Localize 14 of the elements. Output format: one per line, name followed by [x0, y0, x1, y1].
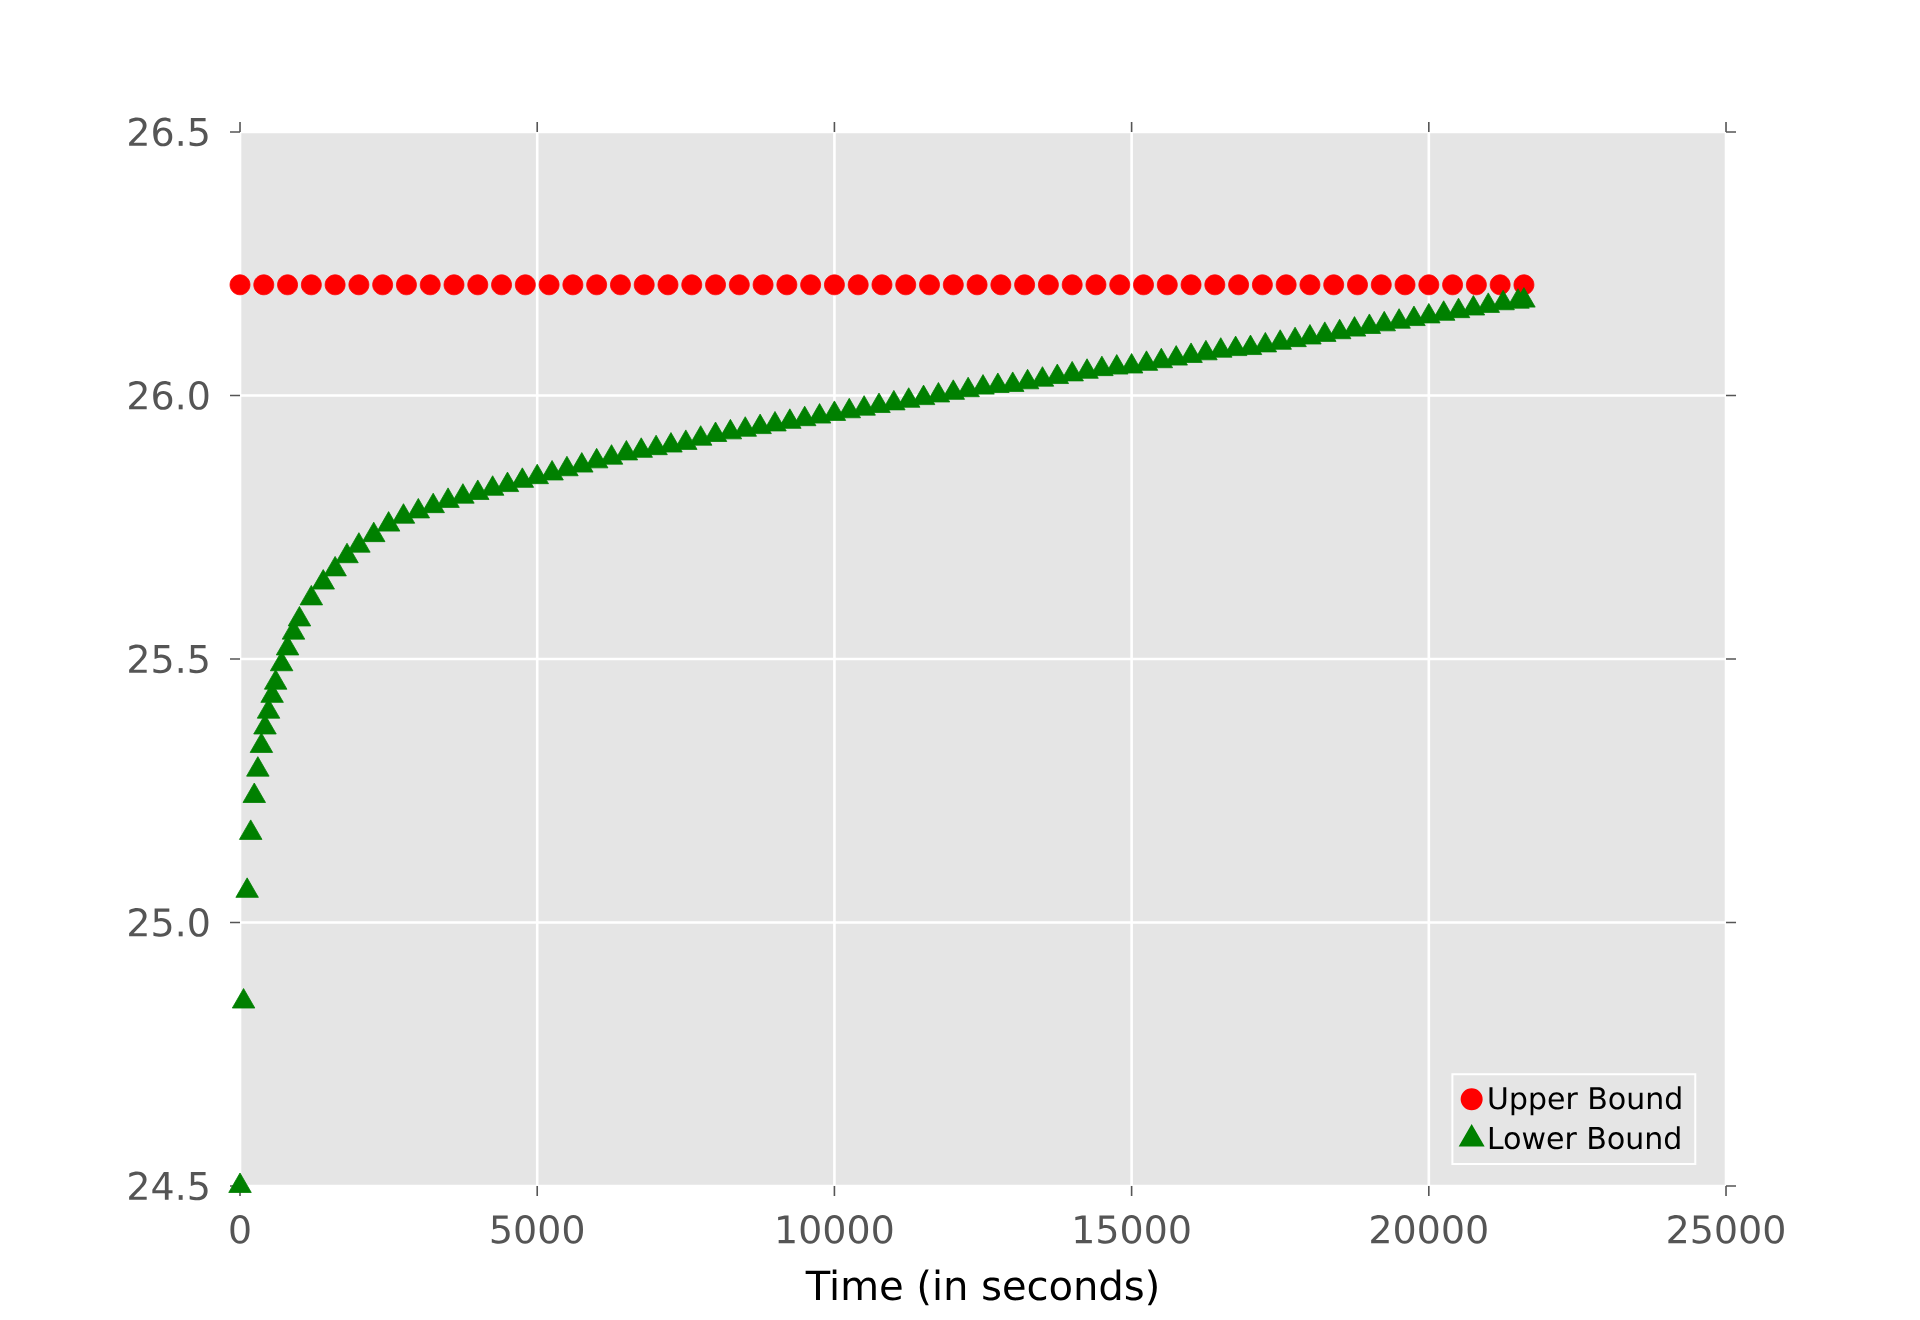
- y-tick-label: 26.0: [129, 381, 209, 410]
- x-tick-label: 5000: [491, 1215, 584, 1244]
- y-tick-label: 25.5: [129, 644, 208, 674]
- legend-label: Upper Bound: [1489, 1086, 1681, 1116]
- y-tick-label: 24.5: [129, 1171, 208, 1201]
- x-tick-label: 20000: [1371, 1215, 1487, 1244]
- x-tick-label: 25000: [1668, 1215, 1784, 1244]
- x-tick-label: 15000: [1075, 1215, 1190, 1244]
- x-tick-label: 10000: [778, 1215, 893, 1244]
- x-axis-title: Time (in seconds): [805, 1269, 1157, 1306]
- y-tick-label: 26.5: [129, 117, 208, 147]
- y-tick-label: 25.0: [129, 908, 209, 937]
- legend-label: Lower Bound: [1489, 1126, 1680, 1150]
- x-tick-label: 0: [230, 1215, 250, 1244]
